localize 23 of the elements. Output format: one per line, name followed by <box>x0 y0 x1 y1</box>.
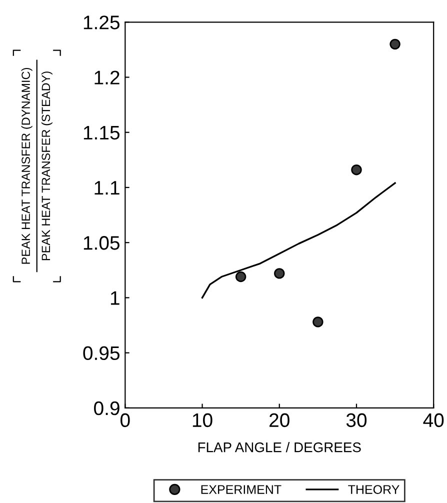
point <box>351 164 362 176</box>
y-axis-title: PEAK HEAT TRANSFER (DYNAMIC) PEAK HEAT TRANSFER (STEADY) <box>21 68 52 264</box>
legend-label: EXPERIMENT <box>201 485 282 494</box>
y-tick-label: 1.1 <box>94 181 120 195</box>
point <box>274 268 285 279</box>
point <box>312 316 324 328</box>
point <box>390 38 400 50</box>
y-tick-label: 1.05 <box>84 236 120 250</box>
y-tick-label: 1.15 <box>84 126 120 140</box>
y-tick-label: 1.2 <box>94 70 120 84</box>
x-axis-title: FLAP ANGLE / DEGREES <box>198 442 361 452</box>
y-tick-label: 0.9 <box>94 401 120 416</box>
line-series <box>201 182 396 299</box>
point <box>235 271 246 282</box>
y-tick-label: 1 <box>110 291 120 305</box>
x-tick-label: 30 <box>346 413 367 428</box>
legend-label: THEORY <box>348 485 400 494</box>
x-tick-label: 10 <box>192 413 212 428</box>
x-tick-label: 40 <box>423 413 444 428</box>
x-tick-label: 20 <box>270 413 290 428</box>
y-tick-label: 1.25 <box>84 16 120 30</box>
y-tick-label: 0.95 <box>83 346 120 360</box>
x-tick-label: 0 <box>120 413 130 428</box>
